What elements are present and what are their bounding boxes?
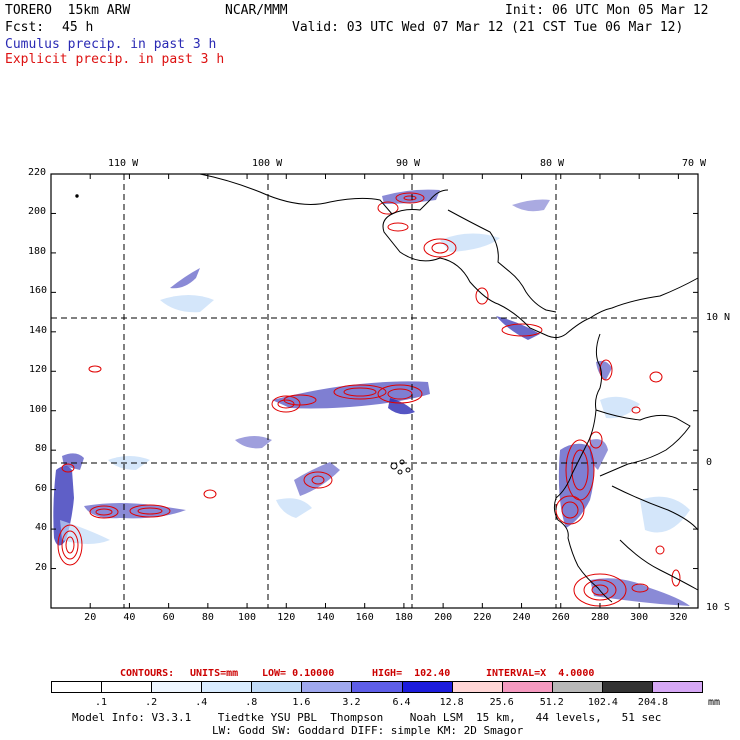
galapagos-islands — [75, 194, 411, 475]
right-lat-label: 10 S — [706, 602, 731, 613]
contours-units: UNITS=mm — [190, 668, 239, 679]
colorbar-label: 1.6 — [292, 697, 311, 708]
contours-low: LOW= 0.10000 — [262, 668, 335, 679]
colorbar-swatch — [101, 681, 153, 693]
init-time: Init: 06 UTC Mon 05 Mar 12 — [505, 3, 709, 18]
x-tick-label: 140 — [316, 612, 335, 623]
y-tick-label: 220 — [27, 167, 46, 178]
y-tick-label: 40 — [34, 522, 47, 534]
x-tick-label: 40 — [123, 612, 136, 623]
colorbar-label: 204.8 — [637, 697, 669, 708]
colorbar-label: .4 — [195, 697, 208, 708]
contours-interval: INTERVAL=X 4.0000 — [486, 668, 595, 679]
model-info-line1: Model Info: V3.3.1 Tiedtke YSU PBL Thomp… — [72, 711, 662, 724]
model-info-line2: LW: Godd SW: Goddard DIFF: simple KM: 2D… — [212, 724, 524, 737]
x-tick-label: 300 — [630, 612, 649, 623]
x-tick-label: 160 — [355, 612, 374, 623]
valid-time: Valid: 03 UTC Wed 07 Mar 12 (21 CST Tue … — [292, 20, 684, 35]
x-tick-label: 180 — [394, 612, 413, 623]
y-tick-label: 80 — [34, 443, 47, 455]
colorbar-label: 12.8 — [439, 697, 464, 708]
colorbar-label: .2 — [145, 697, 158, 708]
forecast-label: Fcst: — [5, 20, 45, 35]
top-lon-label: 70 W — [682, 158, 707, 169]
y-tick-label: 120 — [28, 364, 47, 376]
x-tick-label: 220 — [473, 612, 492, 623]
top-lon-label: 110 W — [108, 158, 139, 169]
light-precip-areas — [60, 233, 690, 544]
lat-lon-grid — [51, 174, 698, 608]
top-lon-label: 90 W — [396, 158, 421, 169]
colorbar-label: .1 — [95, 697, 108, 708]
y-tick-label: 140 — [28, 324, 47, 336]
x-tick-label: 80 — [201, 612, 214, 623]
colorbar-swatch — [51, 681, 103, 693]
x-tick-label: 260 — [551, 612, 570, 623]
x-tick-label: 280 — [590, 612, 609, 623]
forecast-hour: 45 h — [62, 20, 94, 35]
contours-prefix: CONTOURS: — [120, 668, 175, 679]
top-lon-label: 80 W — [540, 158, 565, 169]
colorbar-unit: mm — [708, 697, 721, 708]
colorbar-swatch — [451, 681, 503, 693]
colorbar-swatch — [651, 681, 703, 693]
right-lat-label: 10 N — [706, 312, 731, 323]
top-lon-label: 100 W — [252, 158, 283, 169]
legend-cumulus: Cumulus precip. in past 3 h — [5, 37, 217, 52]
y-tick-label: 20 — [34, 561, 47, 573]
x-tick-label: 120 — [277, 612, 296, 623]
y-tick-label: 60 — [34, 482, 47, 494]
coastlines — [199, 173, 699, 603]
colorbar-swatch — [201, 681, 253, 693]
legend-explicit: Explicit precip. in past 3 h — [5, 52, 225, 67]
colorbar-label: 102.4 — [587, 697, 618, 708]
colorbar-swatch — [401, 681, 453, 693]
colorbar-swatch — [251, 681, 303, 693]
colorbar-swatch — [301, 681, 353, 693]
x-tick-label: 240 — [512, 612, 531, 623]
colorbar-label: 3.2 — [342, 697, 361, 708]
colorbar-swatch — [601, 681, 653, 693]
colorbar-swatch — [501, 681, 553, 693]
x-tick-label: 100 — [238, 612, 257, 623]
x-tick-label: 320 — [669, 612, 688, 623]
colorbar-swatch — [151, 681, 203, 693]
y-tick-label: 160 — [28, 285, 47, 297]
colorbar-label: 6.4 — [392, 697, 411, 708]
x-tick-label: 20 — [84, 612, 97, 623]
colorbar-label: 51.2 — [539, 697, 564, 708]
y-tick-label: 100 — [28, 403, 47, 415]
center-name: NCAR/MMM — [225, 3, 288, 18]
right-lat-label: 0 — [706, 457, 713, 468]
map-frame — [50, 173, 699, 609]
axis-ticks — [51, 173, 698, 608]
y-tick-label: 200 — [27, 206, 46, 218]
colorbar-label: 25.6 — [489, 697, 514, 708]
colorbar-swatch — [551, 681, 603, 693]
model-name: TORERO 15km ARW — [5, 3, 131, 18]
contours-high: HIGH= 102.40 — [372, 668, 451, 679]
x-tick-label: 60 — [162, 612, 175, 623]
colorbar-swatch — [351, 681, 403, 693]
y-tick-label: 180 — [27, 245, 46, 257]
x-tick-label: 200 — [434, 612, 453, 623]
colorbar-label: .8 — [245, 697, 258, 708]
